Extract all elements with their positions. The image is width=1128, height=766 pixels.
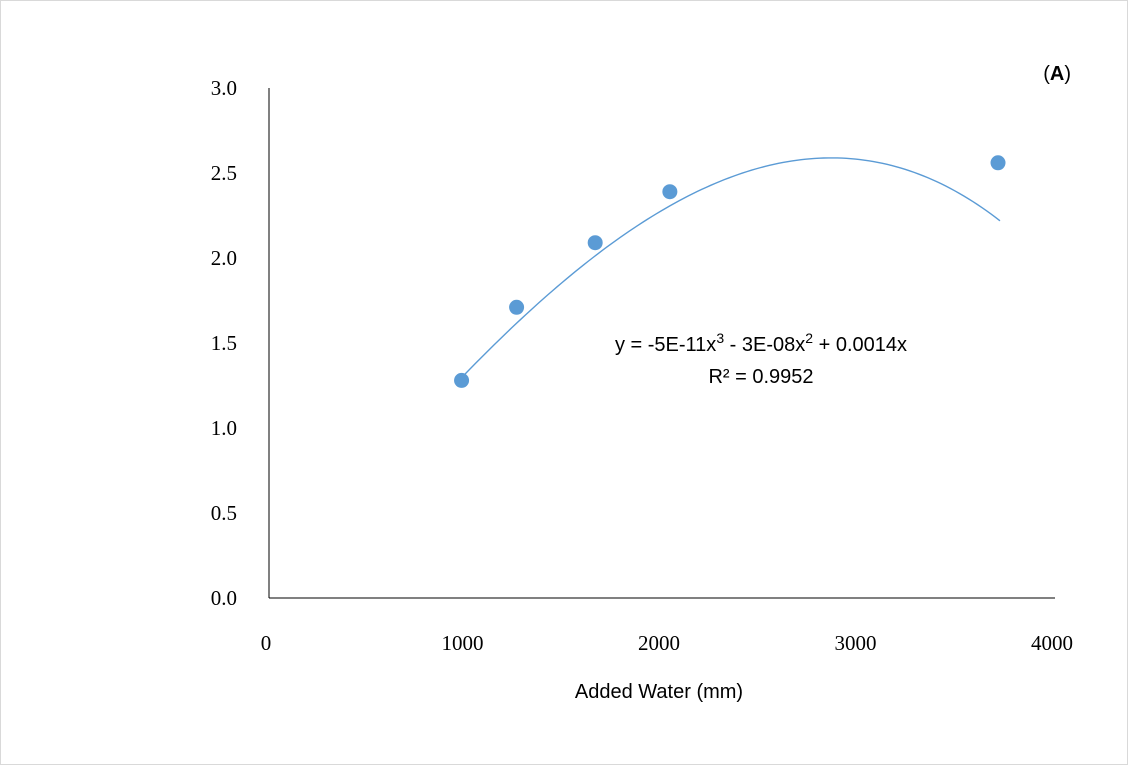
data-point	[990, 155, 1006, 171]
x-tick-label: 2000	[638, 631, 680, 655]
x-axis-label: Added Water (mm)	[575, 681, 743, 703]
y-tick-labels: 0.0 0.5 1.0 1.5 2.0 2.5 3.0	[211, 76, 237, 610]
r-squared-label: R² = 0.9952	[708, 366, 813, 388]
data-point	[509, 299, 525, 315]
equation-base: y = -5E-11x	[615, 334, 716, 356]
trendline-equation: y = -5E-11x3 - 3E-08x2 + 0.0014x	[615, 330, 907, 356]
x-tick-labels: 0 1000 2000 3000 4000	[261, 631, 1073, 655]
x-tick-label: 1000	[442, 631, 484, 655]
equation-exponent-3: 3	[716, 330, 724, 346]
y-tick-label: 1.5	[211, 331, 237, 355]
y-tick-label: 0.0	[211, 586, 237, 610]
panel-label-close: )	[1064, 63, 1071, 85]
y-tick-label: 2.0	[211, 246, 237, 270]
data-point	[662, 184, 678, 200]
x-tick-label: 0	[261, 631, 272, 655]
equation-mid: - 3E-08x	[724, 334, 805, 356]
trendline-group	[457, 157, 1001, 383]
equation-tail: + 0.0014x	[813, 334, 907, 356]
panel-label: (A)	[1043, 63, 1071, 85]
y-tick-label: 1.0	[211, 416, 237, 440]
data-point	[587, 235, 603, 251]
equation-exponent-2: 2	[805, 330, 813, 346]
y-tick-label: 0.5	[211, 501, 237, 525]
data-points	[454, 155, 1006, 388]
panel-label-open: (	[1043, 63, 1050, 85]
y-tick-label: 2.5	[211, 161, 237, 185]
x-tick-label: 3000	[835, 631, 877, 655]
trendline-curve	[457, 157, 1001, 383]
axes	[268, 88, 1055, 599]
data-point	[454, 372, 470, 388]
x-tick-label: 4000	[1031, 631, 1073, 655]
y-tick-label: 3.0	[211, 76, 237, 100]
panel-label-letter: A	[1050, 63, 1064, 85]
